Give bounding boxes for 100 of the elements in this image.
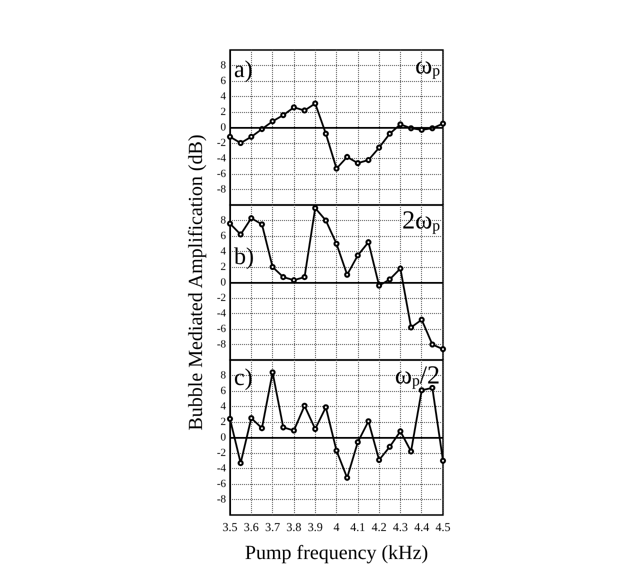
x-tick-label: 4.3	[392, 520, 408, 534]
point	[429, 384, 436, 391]
y-tick-label: 4	[220, 246, 226, 258]
point	[344, 154, 350, 160]
y-tick-label: -6	[216, 168, 226, 180]
y-tick-label: -2	[216, 137, 226, 149]
x-tick-label: 4.4	[414, 520, 430, 534]
point	[386, 130, 393, 137]
x-tick-label: 4.5	[436, 520, 450, 534]
y-tick-label: 6	[220, 385, 226, 397]
point	[238, 140, 244, 146]
point	[258, 221, 265, 228]
point	[280, 424, 286, 430]
y-tick-label: -8	[216, 338, 226, 350]
point	[302, 402, 308, 409]
y-tick-label: -4	[216, 308, 226, 320]
point	[408, 448, 414, 454]
point	[302, 107, 308, 114]
point	[248, 415, 254, 422]
annotation: c)	[234, 365, 253, 391]
point	[312, 426, 318, 432]
y-tick-label: 2	[220, 261, 226, 273]
x-axis-title: Pump frequency (kHz)	[244, 542, 428, 564]
y-tick-label: 8	[220, 214, 226, 226]
point	[227, 220, 233, 227]
point	[270, 264, 276, 270]
point	[418, 387, 425, 394]
point	[397, 121, 404, 128]
annotation: ωp	[415, 50, 440, 80]
point	[322, 130, 329, 137]
point	[365, 418, 372, 424]
point	[344, 272, 350, 278]
y-tick-label: -2	[216, 292, 226, 304]
point	[429, 342, 436, 348]
y-tick-label: -8	[216, 184, 226, 196]
x-tick-label: 3.6	[244, 520, 259, 534]
point	[440, 120, 446, 127]
y-tick-label: 2	[220, 106, 226, 118]
point	[354, 439, 361, 446]
point	[408, 324, 414, 330]
y-tick-label: 4	[220, 400, 226, 412]
y-tick-label: 6	[220, 230, 226, 242]
point	[386, 276, 393, 282]
y-tick-label: -4	[216, 462, 226, 474]
x-tick-label: 3.5	[222, 520, 238, 534]
point	[248, 215, 254, 222]
y-tick-label: 6	[220, 75, 226, 87]
point	[354, 160, 361, 166]
y-tick-label: 4	[220, 90, 226, 102]
point	[238, 231, 244, 238]
point	[258, 425, 265, 432]
point	[238, 460, 244, 466]
point	[440, 458, 446, 464]
point	[334, 448, 340, 454]
x-tick-label: 3.7	[265, 520, 280, 534]
point	[280, 274, 286, 280]
point	[312, 205, 318, 212]
y-tick-label: -2	[216, 447, 226, 459]
point	[248, 134, 254, 140]
point	[322, 404, 329, 410]
point	[312, 100, 318, 106]
y-tick-label: 0	[220, 276, 226, 288]
y-tick-label: -8	[216, 494, 226, 506]
point	[418, 316, 425, 323]
point	[334, 240, 340, 247]
point	[290, 428, 297, 434]
annotation: 2ωp	[402, 206, 440, 234]
point	[280, 112, 286, 118]
y-tick-label: 8	[220, 370, 226, 382]
y-tick-label: 0	[220, 122, 226, 134]
y-tick-label: -4	[216, 152, 226, 164]
y-tick-label: 8	[220, 60, 226, 72]
annotation: b)	[234, 244, 254, 270]
x-tick-label: 3.9	[308, 520, 323, 534]
point	[365, 239, 372, 246]
x-tick-label: 4	[334, 520, 340, 534]
x-tick-label: 3.8	[286, 520, 302, 534]
point	[440, 346, 446, 352]
point	[270, 118, 276, 124]
y-tick-label: -6	[216, 323, 226, 335]
point	[354, 252, 361, 258]
point	[334, 166, 340, 172]
x-tick-label: 4.2	[372, 520, 387, 534]
point	[376, 456, 382, 463]
point	[365, 157, 372, 164]
point	[322, 218, 329, 224]
y-tick-label: 0	[220, 432, 226, 444]
point	[302, 274, 308, 280]
point	[397, 266, 404, 272]
annotation: ωp/2	[394, 360, 440, 390]
point	[290, 104, 297, 110]
y-tick-label: 2	[220, 416, 226, 428]
point	[227, 134, 233, 140]
x-tick-label: 4.1	[350, 520, 366, 534]
point	[376, 144, 382, 151]
point	[227, 416, 233, 422]
y-axis-title: Bubble Mediated Amplification (dB)	[184, 134, 207, 431]
point	[344, 474, 350, 481]
point	[386, 444, 393, 450]
annotation: a)	[234, 57, 253, 83]
